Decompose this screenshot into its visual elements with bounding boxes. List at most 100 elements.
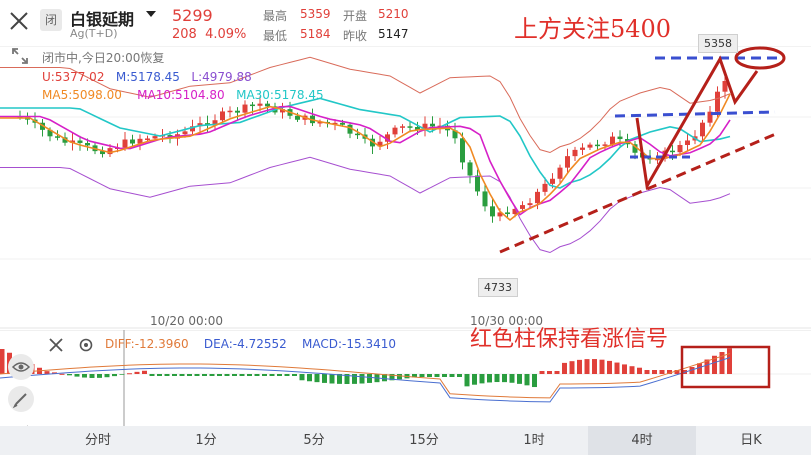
candle-body (460, 138, 465, 163)
tab-15min[interactable]: 15分 (409, 433, 439, 448)
macd-histogram-bar (644, 370, 650, 374)
low-label: 最低 (263, 29, 288, 43)
macd-histogram-bar (667, 370, 672, 374)
settings-gear-icon[interactable] (77, 336, 95, 357)
macd-histogram-bar (382, 374, 387, 382)
candle-body (602, 144, 608, 146)
tab-timeshare[interactable]: 分时 (84, 433, 111, 448)
instrument-symbol: Ag(T+D) (70, 27, 118, 40)
macd-histogram-bar (457, 374, 462, 377)
candle-body (415, 127, 420, 131)
macd-histogram-bar (322, 374, 327, 383)
candle-body (295, 115, 300, 120)
eye-icon[interactable] (8, 354, 34, 380)
macd-histogram-bar (67, 374, 72, 376)
macd-histogram-bar (187, 374, 192, 376)
macd-histogram-bar (674, 370, 680, 374)
candle-body (235, 110, 240, 113)
annotation-macd-text: 红色柱保持看涨信号 (470, 327, 669, 352)
change-percent: 4.09% (205, 27, 247, 42)
macd-histogram-bar (172, 374, 177, 376)
macd-histogram-bar (719, 352, 725, 374)
pencil-icon[interactable] (8, 386, 34, 412)
candle-body (212, 120, 218, 126)
macd-histogram-bar (487, 374, 492, 383)
close-macd-icon[interactable] (47, 336, 65, 357)
macd-histogram-bar (419, 374, 425, 377)
macd-histogram-bar (367, 374, 372, 383)
diff-value: DIFF:-12.3960 (105, 337, 189, 351)
dea-line (0, 357, 731, 403)
macd-histogram-bar (262, 374, 267, 376)
boll-upper-line (0, 56, 731, 154)
candle-body (47, 129, 53, 137)
macd-histogram-bar (217, 374, 222, 376)
macd-histogram-bar (577, 359, 582, 374)
candle-body (182, 131, 188, 135)
candle-body (70, 140, 75, 143)
macd-histogram-bar (59, 373, 65, 375)
tab-4hour[interactable]: 4时 (588, 426, 696, 455)
macd-histogram-bar (532, 374, 537, 388)
close-icon[interactable] (6, 8, 32, 34)
macd-histogram-bar (239, 374, 245, 376)
macd-histogram-bar (0, 349, 5, 374)
macd-histogram-bar (194, 374, 200, 376)
macd-histogram-bar (247, 374, 252, 376)
tab-daily[interactable]: 日K (740, 433, 762, 448)
tab-5min[interactable]: 5分 (303, 433, 325, 448)
macd-histogram-bar (449, 374, 455, 377)
target-circle (734, 46, 786, 70)
candle-body (670, 150, 675, 153)
macd-histogram-bar (82, 374, 87, 378)
macd-histogram-bar (292, 374, 297, 376)
macd-histogram-bar (344, 374, 350, 384)
ma10-line (0, 105, 731, 216)
candle-body (565, 156, 570, 168)
candle-body (250, 104, 255, 107)
candle-body (130, 139, 135, 144)
candle-body (452, 130, 458, 139)
tab-1min[interactable]: 1分 (195, 433, 217, 448)
candle-body (580, 147, 585, 150)
fullscreen-icon[interactable] (10, 46, 30, 69)
market-status-text: 闭市中,今日20:00恢复 (42, 51, 165, 65)
candlestick-chart[interactable]: 闭市中,今日20:00恢复 U:5377.02 M:5178.45 L:4979… (0, 34, 811, 329)
macd-histogram-bar (224, 374, 230, 376)
macd-histogram-bar (209, 374, 215, 376)
candle-body (520, 205, 525, 209)
macd-histogram-bar (164, 374, 170, 376)
macd-histogram-bar (337, 374, 342, 384)
macd-value: MACD:-15.3410 (302, 337, 396, 351)
open-value: 5210 (378, 7, 409, 21)
low-value: 5184 (300, 27, 331, 41)
candle-body (422, 123, 428, 131)
macd-histogram-bar (472, 374, 477, 385)
instrument-title[interactable]: 白银延期 (70, 10, 135, 29)
quote-header: 闭 白银延期 Ag(T+D) 5299 208 4.09% 最高 5359 开盘… (0, 0, 811, 46)
macd-panel[interactable]: DIFF:-12.3960 DEA:-4.72552 MACD:-15.3410 (0, 330, 811, 426)
candle-body (490, 206, 495, 217)
boll-u-value: U:5377.02 (42, 70, 105, 84)
macd-histogram-bar (134, 371, 140, 374)
chevron-down-icon[interactable] (146, 11, 156, 17)
candle-body (512, 208, 518, 215)
low-price-marker: 4733 (478, 278, 518, 297)
candle-body (677, 145, 683, 153)
macd-histogram-bar (689, 367, 695, 374)
macd-histogram-bar (607, 360, 612, 374)
macd-histogram-bar (727, 348, 732, 374)
candle-body (685, 140, 690, 146)
macd-histogram-bar (704, 359, 710, 374)
macd-histogram-bar (547, 371, 552, 374)
candle-body (62, 137, 68, 143)
candle-body (265, 103, 270, 107)
tab-1hour[interactable]: 1时 (523, 433, 545, 448)
macd-histogram-bar (359, 374, 365, 384)
candle-body (632, 144, 638, 153)
ma10-value: MA10:5104.80 (137, 88, 225, 102)
candle-body (700, 122, 705, 137)
boll-m-value: M:5178.45 (115, 70, 180, 84)
price-change: 208 4.09% (172, 27, 246, 42)
macd-histogram-bar (464, 374, 470, 387)
